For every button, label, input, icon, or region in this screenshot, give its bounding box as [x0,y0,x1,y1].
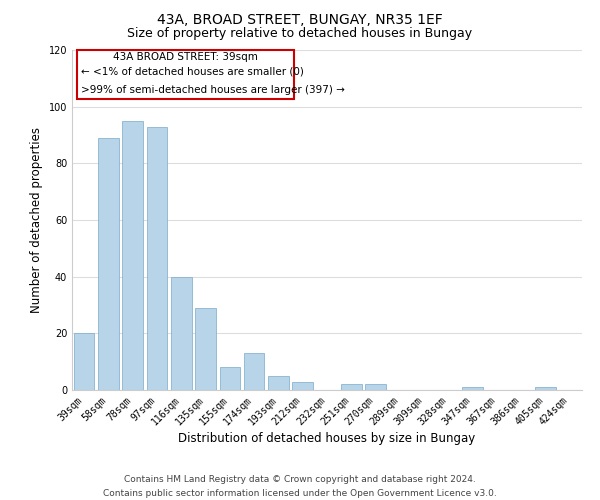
Text: 43A BROAD STREET: 39sqm: 43A BROAD STREET: 39sqm [113,52,258,62]
X-axis label: Distribution of detached houses by size in Bungay: Distribution of detached houses by size … [178,432,476,446]
Text: 43A, BROAD STREET, BUNGAY, NR35 1EF: 43A, BROAD STREET, BUNGAY, NR35 1EF [157,12,443,26]
Bar [195,308,216,390]
Bar [292,382,313,390]
Bar [146,126,167,390]
Bar [171,276,191,390]
Bar [365,384,386,390]
Bar [122,121,143,390]
Y-axis label: Number of detached properties: Number of detached properties [30,127,43,313]
Bar [220,368,240,390]
FancyBboxPatch shape [77,50,294,100]
Bar [341,384,362,390]
Bar [98,138,119,390]
Text: Contains HM Land Registry data © Crown copyright and database right 2024.
Contai: Contains HM Land Registry data © Crown c… [103,476,497,498]
Text: >99% of semi-detached houses are larger (397) →: >99% of semi-detached houses are larger … [81,86,345,96]
Bar [244,353,265,390]
Text: Size of property relative to detached houses in Bungay: Size of property relative to detached ho… [127,28,473,40]
Text: ← <1% of detached houses are smaller (0): ← <1% of detached houses are smaller (0) [81,66,304,76]
Bar [535,387,556,390]
Bar [268,376,289,390]
Bar [463,387,483,390]
Bar [74,334,94,390]
